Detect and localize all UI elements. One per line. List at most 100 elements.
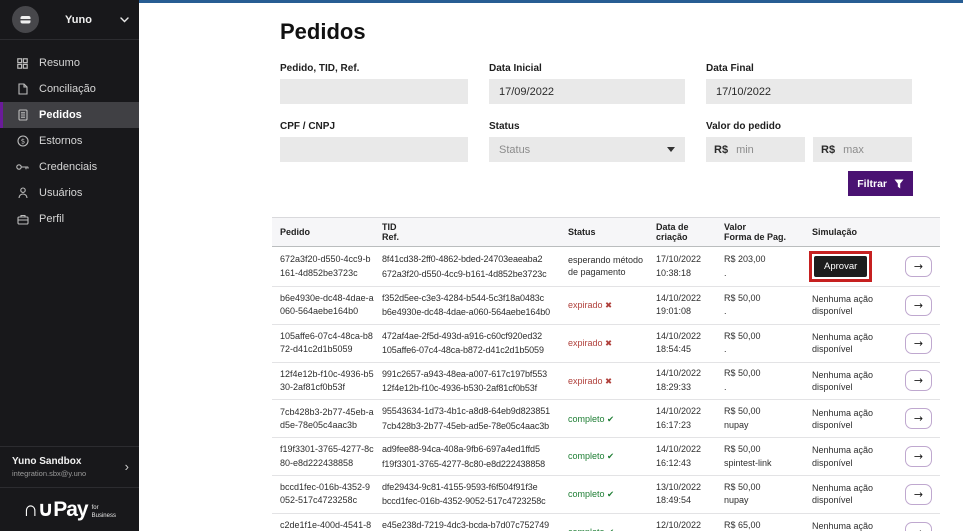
- sidebar-item-estornos[interactable]: $ Estornos: [0, 128, 139, 154]
- tid-value: 8f41cd38-2ff0-4862-bded-24703eaeaba2: [382, 254, 543, 265]
- simulation-cell: Aprovar: [804, 247, 897, 286]
- tid-ref-cell: 472af4ae-2f5d-493d-a916-c60cf920ed32 105…: [374, 325, 560, 362]
- row-detail-arrow-button[interactable]: →: [905, 294, 932, 316]
- sidebar-item-label: Estornos: [39, 135, 83, 147]
- created-cell: 14/10/2022 16:12:43: [656, 444, 702, 468]
- no-action-text: Nenhuma ação disponível: [812, 332, 874, 355]
- date-end-input[interactable]: [706, 79, 912, 104]
- order-id: c2de1f1e-400d-4541-8b3b-4109b367727e: [280, 520, 372, 531]
- sidebar-item-conciliacao[interactable]: Conciliação: [0, 76, 139, 102]
- created-cell: 14/10/2022 18:54:45: [656, 330, 702, 355]
- tid-ref-cell: f352d5ee-c3e3-4284-b544-5c3f18a0483c b6e…: [374, 287, 560, 324]
- order-id: b6e4930e-dc48-4dae-a060-564aebe164b0: [280, 293, 374, 317]
- amount-cell: R$ 50,00 .: [724, 330, 761, 355]
- page-title: Pedidos: [280, 19, 366, 44]
- table-row: 12f4e12b-f10c-4936-b530-2af81cf0b53f 991…: [272, 363, 940, 401]
- col-header-pedido: Pedido: [280, 227, 311, 237]
- col-header-tid-ref: TID Ref.: [382, 222, 400, 242]
- no-action-text: Nenhuma ação disponível: [812, 483, 874, 506]
- amount-cell: R$ 65,00 nupay: [724, 519, 761, 530]
- row-detail-arrow-button[interactable]: →: [905, 483, 932, 505]
- tid-value: 991c2657-a943-48ea-a007-617c197bf553: [382, 368, 548, 379]
- row-detail-arrow-button[interactable]: →: [905, 370, 932, 392]
- status-mark-icon: ✔: [607, 413, 615, 424]
- status-cell: completo ✔: [560, 522, 648, 531]
- row-detail-arrow-button[interactable]: →: [905, 446, 932, 468]
- created-cell: 14/10/2022 16:17:23: [656, 406, 702, 430]
- status-select[interactable]: Status: [489, 137, 685, 162]
- status-mark-icon: ✖: [605, 337, 613, 348]
- cpf-cnpj-label: CPF / CNPJ: [280, 121, 336, 132]
- ref-value: 12f4e12b-f10c-4936-b530-2af81cf0b53f: [382, 382, 538, 393]
- status-cell: completo ✔: [568, 489, 615, 500]
- ref-value: 672a3f20-d550-4cc9-b161-4d852be3723c: [382, 268, 547, 279]
- status-mark-icon: ✖: [605, 300, 613, 311]
- simulation-cell: Nenhuma ação disponível: [804, 516, 897, 531]
- row-detail-arrow-button[interactable]: →: [905, 408, 932, 430]
- account-switcher[interactable]: Yuno Sandbox integration.sbx@y.uno ›: [0, 446, 139, 487]
- table-row: bccd1fec-016b-4352-9052-517c4723258c dfe…: [272, 476, 940, 514]
- filters-panel: Pedido, TID, Ref. Data Inicial Data Fina…: [280, 63, 913, 196]
- simulation-cell: Nenhuma ação disponível: [804, 403, 897, 435]
- cpf-cnpj-input[interactable]: [280, 137, 468, 162]
- main-content: Pedidos Pedido, TID, Ref. Data Inicial D…: [139, 0, 963, 531]
- approve-button[interactable]: Aprovar: [814, 256, 868, 277]
- created-cell: 13/10/2022 18:49:54: [656, 481, 702, 506]
- user-icon: [16, 187, 29, 199]
- amount-min-input[interactable]: [736, 143, 797, 156]
- briefcase-icon: [16, 214, 29, 225]
- filter-button[interactable]: Filtrar: [848, 171, 913, 196]
- sidebar-item-resumo[interactable]: Resumo: [0, 50, 139, 76]
- amount-label: Valor do pedido: [706, 121, 782, 132]
- grid-icon: [16, 57, 29, 69]
- tid-value: ad9fee88-94ca-408a-9fb6-697a4ed1ffd5: [382, 444, 540, 455]
- row-detail-arrow-button[interactable]: →: [905, 521, 932, 531]
- row-detail-arrow-button[interactable]: →: [905, 256, 932, 277]
- simulation-cell: Nenhuma ação disponível: [804, 440, 897, 472]
- no-action-text: Nenhuma ação disponível: [812, 445, 874, 468]
- account-email: integration.sbx@y.uno: [12, 469, 87, 478]
- col-header-status: Status: [568, 227, 596, 237]
- table-body: 672a3f20-d550-4cc9-b161-4d852be3723c 8f4…: [272, 247, 940, 531]
- sidebar-item-perfil[interactable]: Perfil: [0, 206, 139, 232]
- order-id: 672a3f20-d550-4cc9-b161-4d852be3723c: [280, 254, 371, 278]
- no-action-text: Nenhuma ação disponível: [812, 407, 874, 430]
- order-id: 12f4e12b-f10c-4936-b530-2af81cf0b53f: [280, 368, 374, 392]
- refund-dollar-icon: $: [16, 135, 29, 147]
- table-header-row: Pedido TID Ref. Status Data de criação V…: [272, 217, 940, 247]
- order-id: 7cb428b3-2b77-45eb-ad5e-78e05c4aac3b: [280, 406, 374, 430]
- tid-value: f352d5ee-c3e3-4284-b544-5c3f18a0483c: [382, 293, 545, 303]
- table-row: 7cb428b3-2b77-45eb-ad5e-78e05c4aac3b 955…: [272, 400, 940, 439]
- col-header-created: Data de criação: [656, 222, 689, 242]
- table-row: f19f3301-3765-4277-8c80-e8d222438858 ad9…: [272, 438, 940, 476]
- sidebar-item-pedidos[interactable]: Pedidos: [0, 102, 139, 128]
- status-cell: expirado ✖: [568, 375, 613, 386]
- status-mark-icon: ✔: [607, 489, 615, 500]
- simulation-cell: Nenhuma ação disponível: [804, 289, 897, 321]
- order-search-input[interactable]: [280, 79, 468, 104]
- order-id: f19f3301-3765-4277-8c80-e8d222438858: [280, 444, 374, 468]
- amount-max-input[interactable]: [843, 143, 904, 156]
- store-icon: [19, 13, 32, 26]
- workspace-avatar: [12, 6, 39, 33]
- amount-cell: R$ 50,00 nupay: [724, 406, 761, 430]
- amount-cell: R$ 50,00 spintest-link: [724, 444, 772, 468]
- sidebar-item-label: Resumo: [39, 57, 80, 69]
- status-mark-icon: ✔: [607, 527, 614, 531]
- sidebar-item-usuarios[interactable]: Usuários: [0, 180, 139, 206]
- status-cell: completo ✔: [568, 413, 615, 424]
- row-detail-arrow-button[interactable]: →: [905, 332, 932, 354]
- workspace-switcher[interactable]: Yuno: [0, 0, 139, 40]
- key-icon: [16, 163, 29, 171]
- col-header-simulacao: Simulação: [812, 227, 858, 237]
- no-action-text: Nenhuma ação disponível: [812, 294, 874, 317]
- sidebar-item-credenciais[interactable]: Credenciais: [0, 154, 139, 180]
- amount-cell: R$ 50,00 .: [724, 292, 761, 317]
- nupay-wordmark-nu: ∩∪: [23, 498, 54, 521]
- date-start-input[interactable]: [489, 79, 685, 104]
- tid-value: dfe29434-9c81-4155-9593-f6f504f91f3e: [382, 481, 538, 492]
- table-row: 105affe6-07c4-48ca-b872-d41c2d1b5059 472…: [272, 325, 940, 363]
- status-label: Status: [489, 121, 520, 132]
- tid-value: e45e238d-7219-4dc3-bcda-b7d07c752749: [382, 519, 550, 530]
- amount-min-box: R$: [706, 137, 805, 162]
